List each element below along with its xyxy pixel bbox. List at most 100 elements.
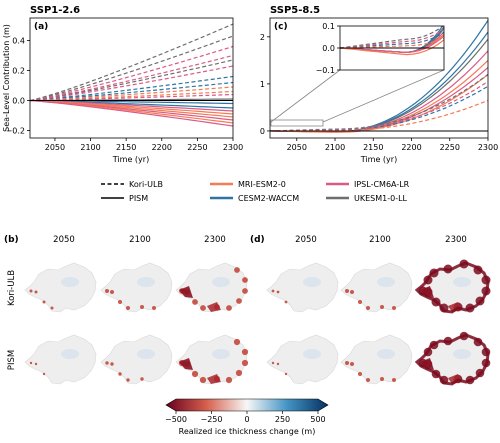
thinning-mark bbox=[350, 290, 354, 294]
thinning-mark bbox=[105, 289, 109, 293]
antarctica-map bbox=[266, 262, 339, 313]
year-label-d-2050: 2050 bbox=[295, 235, 317, 245]
antarctica-map bbox=[24, 262, 97, 313]
thinning-mark bbox=[233, 338, 241, 346]
panel-c-title: SSP5-8.5 bbox=[270, 5, 320, 16]
colorbar-tick-label: −250 bbox=[201, 415, 223, 424]
thinning-mark bbox=[242, 277, 248, 283]
panel-a-xtick-label: 2050 bbox=[45, 143, 65, 152]
thinning-mark bbox=[366, 306, 370, 310]
thinning-mark bbox=[191, 370, 199, 378]
thinning-mark bbox=[126, 306, 130, 310]
colorbar-tick-label: 250 bbox=[275, 415, 290, 424]
panel-a-series-line bbox=[30, 81, 233, 102]
inset-ytick-label: −0.1 bbox=[316, 66, 335, 75]
antarctica-outline bbox=[100, 334, 173, 385]
panel-c-ytick-label: 1 bbox=[260, 80, 265, 89]
thickening-patch bbox=[137, 349, 155, 359]
thickening-patch bbox=[137, 277, 155, 287]
thinning-mark bbox=[284, 300, 288, 304]
panel-c-xtick-label: 2050 bbox=[287, 143, 307, 152]
panel-a-xlabel: Time (yr) bbox=[112, 155, 149, 164]
year-label-d-2300: 2300 bbox=[445, 235, 467, 245]
thickening-patch bbox=[377, 277, 395, 287]
panel-a-ytick-label: 0.2 bbox=[12, 67, 25, 76]
thinning-mark bbox=[358, 300, 362, 304]
panel-a-frame bbox=[29, 17, 234, 139]
thinning-mark bbox=[225, 376, 233, 384]
panel-a-series bbox=[30, 23, 233, 127]
thinning-mark bbox=[271, 361, 275, 365]
panel-a: SSP1-2.6 Sea-Level Contribution (m) Time… bbox=[2, 5, 243, 164]
ross-ronne-thinning bbox=[420, 286, 434, 298]
colorbar-bar bbox=[165, 398, 329, 412]
colorbar-ticks: −500 −250 0 250 500 bbox=[165, 411, 326, 424]
thinning-mark bbox=[118, 300, 122, 304]
antarctica-map bbox=[100, 262, 173, 313]
antarctica-map bbox=[266, 334, 339, 385]
panel-a-series-line bbox=[30, 45, 233, 102]
thinning-mark bbox=[236, 298, 242, 304]
colorbar-tick-label: 500 bbox=[310, 415, 325, 424]
thinning-mark bbox=[140, 305, 144, 309]
thinning-mark bbox=[34, 290, 38, 294]
row-label-kori: Kori-ULB bbox=[7, 270, 17, 306]
thinning-mark bbox=[345, 361, 349, 365]
antarctica-map bbox=[414, 259, 491, 314]
panel-c: SSP5-8.5 Time (yr) 2050 2100 2150 2200 2250 2… bbox=[260, 5, 498, 164]
legend-kori-label: Kori-ULB bbox=[129, 180, 163, 189]
panel-c-xlabel: Time (yr) bbox=[360, 155, 397, 164]
antarctica-outline bbox=[24, 262, 97, 313]
thinning-mark bbox=[110, 362, 114, 366]
panel-a-series-line bbox=[30, 23, 233, 102]
legend-pism-label: PISM bbox=[129, 194, 148, 203]
antarctica-map bbox=[340, 262, 413, 313]
panel-c-series bbox=[270, 20, 488, 133]
thinning-mark bbox=[276, 290, 280, 294]
thinning-mark bbox=[241, 359, 249, 367]
panel-a-xtick-label: 2250 bbox=[187, 143, 207, 152]
map-panel-b-tag: (b) bbox=[4, 235, 19, 245]
panel-a-ytick-label: 0.0 bbox=[12, 97, 25, 106]
inset-connector-2 bbox=[322, 69, 445, 123]
map-panels: (b) (d) 2050 2100 2300 2050 2100 2300 Ko… bbox=[4, 235, 491, 386]
thinning-mark bbox=[110, 290, 114, 294]
thinning-mark bbox=[226, 305, 232, 311]
legend-cesm-label: CESM2-WACCM bbox=[238, 194, 299, 203]
coastal-collapse bbox=[414, 333, 490, 386]
panel-a-ytick-label: 0.4 bbox=[12, 37, 25, 46]
thinning-mark bbox=[105, 361, 109, 365]
colorbar: −500 −250 0 250 500 Realized ice thickness c… bbox=[165, 398, 329, 436]
thinning-mark bbox=[192, 299, 198, 305]
thinning-mark bbox=[284, 372, 288, 376]
panel-a-ytick-label: −0.2 bbox=[6, 127, 25, 136]
panel-a-tag: (a) bbox=[34, 22, 48, 32]
panel-a-ylabel: Sea-Level Contribution (m) bbox=[2, 24, 11, 132]
inset-series bbox=[340, 26, 444, 56]
inset-axes: −0.1 0.0 0.1 bbox=[316, 22, 445, 75]
thinning-mark bbox=[200, 305, 206, 311]
thickening-patch bbox=[453, 349, 471, 359]
legend-mri-label: MRI-ESM2-0 bbox=[238, 180, 286, 189]
thickening-patch bbox=[303, 349, 321, 359]
panel-a-series-line bbox=[30, 65, 233, 102]
inset-connector-1 bbox=[270, 69, 341, 123]
shelf-thinning bbox=[207, 302, 221, 312]
antarctica-outline bbox=[266, 334, 339, 385]
thinning-mark bbox=[199, 376, 207, 384]
legend: Kori-ULB PISM MRI-ESM2-0 CESM2-WACCM IPS… bbox=[101, 180, 410, 203]
thinning-mark bbox=[42, 372, 46, 376]
panel-a-series-line bbox=[30, 93, 233, 102]
panel-a-xtick-label: 2200 bbox=[152, 143, 172, 152]
inset-series-line bbox=[340, 35, 444, 54]
ross-ronne-thinning bbox=[179, 286, 193, 298]
antarctica-outline bbox=[340, 262, 413, 313]
year-label-b-2100: 2100 bbox=[129, 235, 151, 245]
panel-c-series-line bbox=[270, 74, 488, 133]
panel-a-xtick-label: 2100 bbox=[80, 143, 100, 152]
thickening-patch bbox=[212, 277, 230, 287]
thinning-mark bbox=[392, 306, 396, 310]
antarctica-outline bbox=[266, 262, 339, 313]
ross-ronne-thinning bbox=[179, 358, 193, 370]
